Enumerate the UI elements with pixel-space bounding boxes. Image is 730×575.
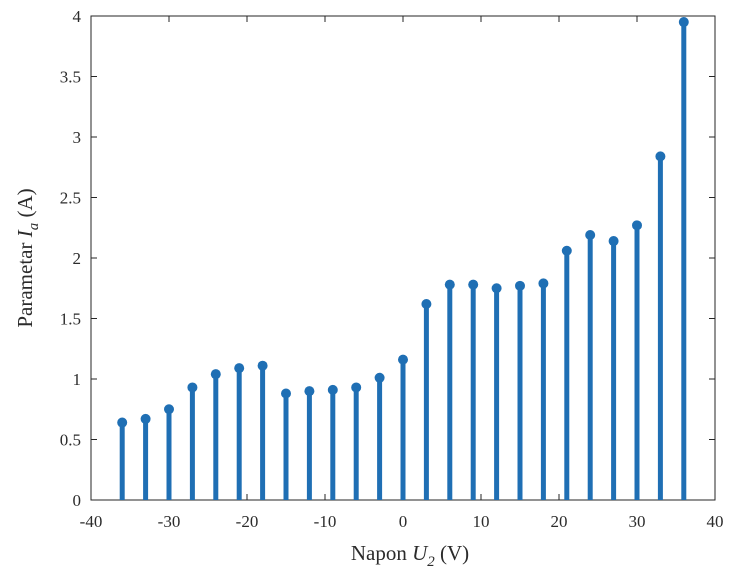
x-tick-label: -40 [80, 512, 103, 531]
stem-marker [140, 413, 151, 424]
x-tick-label: 40 [707, 512, 724, 531]
stem-point [538, 278, 549, 500]
stem-marker [608, 236, 619, 247]
y-axis-label-symbol: I [13, 229, 37, 238]
stem-point [374, 372, 385, 500]
x-tick-label: 30 [629, 512, 646, 531]
stem-marker [351, 382, 362, 393]
stem-marker [398, 354, 408, 365]
x-axis-label-suffix: (V) [435, 541, 469, 565]
y-axis-label: Parametar Ia (A) [13, 188, 42, 327]
stem-marker [468, 279, 479, 290]
stem-point [678, 17, 689, 500]
stem-marker [210, 369, 221, 380]
x-tick-label: -10 [314, 512, 337, 531]
stem-point [210, 369, 221, 500]
stem-marker [187, 382, 198, 393]
stem-point [117, 417, 128, 500]
stem-marker [304, 386, 315, 397]
stem-marker [234, 363, 245, 374]
data-stems [117, 17, 689, 500]
stem-point [515, 280, 525, 500]
stem-point [632, 220, 642, 500]
stem-point [327, 384, 338, 500]
stem-point [304, 386, 315, 500]
y-tick-label: 2 [73, 249, 82, 268]
x-tick-label: 0 [399, 512, 408, 531]
y-tick-label: 1.5 [60, 310, 81, 329]
y-tick-label: 0.5 [60, 431, 81, 450]
y-tick-label: 3.5 [60, 68, 81, 87]
stem-point [421, 298, 432, 500]
stem-marker [374, 372, 385, 383]
stem-point [491, 283, 502, 500]
stem-marker [538, 278, 549, 289]
stem-point [398, 354, 408, 500]
stem-marker [678, 17, 689, 28]
x-axis-label-subscript: 2 [427, 554, 435, 570]
y-axis-label-suffix: (A) [13, 188, 37, 222]
x-tick-label: -30 [158, 512, 181, 531]
stem-marker [585, 230, 596, 241]
stem-marker [515, 280, 525, 291]
y-tick-label: 2.5 [60, 189, 81, 208]
x-axis-label: Napon U2 (V) [351, 541, 469, 570]
stem-point [561, 245, 572, 500]
stem-point [655, 151, 666, 500]
stem-marker [491, 283, 502, 294]
y-tick-label: 4 [73, 7, 82, 26]
stem-point [187, 382, 198, 500]
stem-point [351, 382, 362, 500]
stem-marker [327, 384, 338, 395]
stem-marker [117, 417, 128, 428]
stem-point [234, 363, 245, 500]
stem-marker [421, 298, 432, 309]
x-axis-label-symbol: U [412, 541, 429, 565]
stem-marker [164, 404, 174, 415]
stem-point [257, 360, 268, 500]
x-tick-label: -20 [236, 512, 259, 531]
stem-point [585, 230, 596, 500]
x-axis-label-prefix: Napon [351, 541, 412, 565]
stem-marker [655, 151, 666, 162]
y-axis-label-subscript: a [26, 223, 42, 231]
stem-point [140, 413, 151, 500]
x-tick-label: 20 [551, 512, 568, 531]
axis-ticks: -40 -30 -20 -10 0 10 20 30 40 0 0.5 1 1.5 2 2.5 3 3.5 4 [60, 7, 724, 531]
x-tick-label: 10 [473, 512, 490, 531]
y-tick-label: 3 [73, 128, 82, 147]
stem-point [608, 236, 619, 500]
y-axis-label-prefix: Parametar [13, 237, 37, 327]
stem-point [281, 388, 291, 500]
stem-marker [561, 245, 572, 256]
stem-marker [444, 279, 455, 290]
stem-marker [632, 220, 642, 231]
stem-point [164, 404, 174, 500]
y-tick-label: 1 [73, 370, 82, 389]
stem-point [444, 279, 455, 500]
stem-marker [281, 388, 291, 399]
y-tick-label: 0 [73, 491, 82, 510]
stem-marker [257, 360, 268, 371]
stem-point [468, 279, 479, 500]
